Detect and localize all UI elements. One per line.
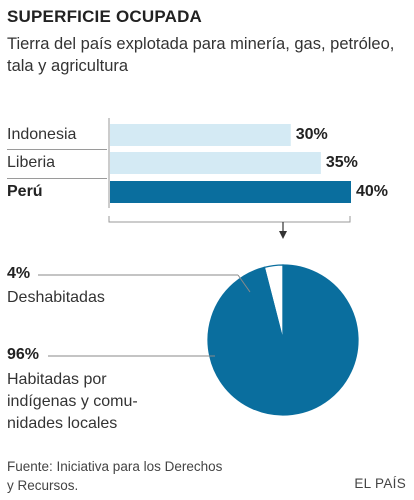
bar-label-indonesia: Indonesia [7, 126, 77, 143]
arrow-head [279, 231, 287, 239]
pie-slice-inhabited [207, 264, 359, 416]
bar-bracket [108, 216, 351, 223]
brand-logo-text: EL PAÍS [354, 476, 406, 491]
pie-label-inhabited-line3: nidades locales [7, 415, 118, 432]
source-note: Fuente: Iniciativa para los Derechos y R… [7, 459, 223, 493]
bar-value-indonesia: 30% [295, 126, 328, 143]
bar-perú [110, 181, 351, 203]
pie-label-inhabited-line1: Habitadas por [7, 371, 107, 388]
bar-liberia [110, 152, 321, 174]
bar-indonesia [110, 124, 291, 146]
bar-value-liberia: 35% [325, 154, 358, 171]
bar-label-peru: Perú [7, 183, 43, 200]
pie-label-uninhabited: Deshabitadas [7, 289, 105, 306]
pie-label-inhabited-line2: indígenas y comu- [7, 393, 138, 410]
pie-label-inhabited-pct: 96% [7, 346, 40, 363]
bar-separator [7, 149, 107, 150]
bar-separator [7, 178, 107, 179]
chart-subtitle: Tierra del país explotada para minería, … [7, 35, 395, 75]
leader-line-uninhabited [237, 274, 251, 293]
chart-title: SUPERFICIE OCUPADA [7, 7, 203, 26]
bar-label-liberia: Liberia [7, 154, 56, 171]
pie-label-uninhabited-pct: 4% [7, 265, 31, 282]
bar-value-peru: 40% [356, 183, 389, 200]
